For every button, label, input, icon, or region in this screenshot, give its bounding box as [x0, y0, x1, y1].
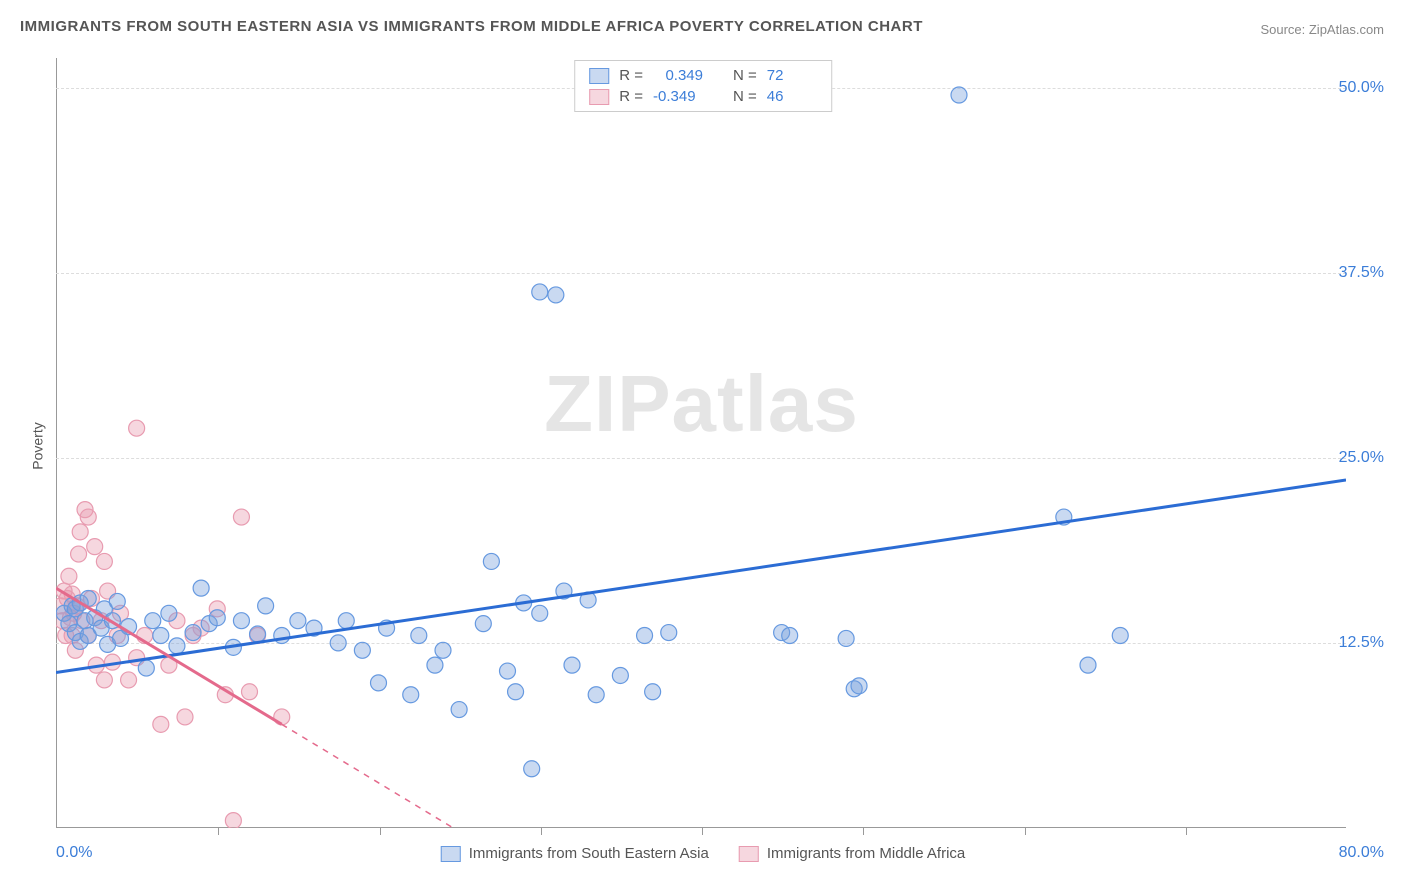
- y-axis-label: Poverty: [30, 422, 46, 469]
- data-point: [185, 625, 201, 641]
- swatch-series2-icon: [739, 846, 759, 862]
- x-axis-min-label: 0.0%: [56, 844, 92, 862]
- data-point: [80, 509, 96, 525]
- data-point: [508, 684, 524, 700]
- data-point: [411, 628, 427, 644]
- data-point: [1080, 657, 1096, 673]
- data-point: [524, 761, 540, 777]
- data-point: [225, 813, 241, 828]
- scatter-svg: [56, 58, 1346, 828]
- chart-title: IMMIGRANTS FROM SOUTH EASTERN ASIA VS IM…: [20, 18, 923, 35]
- swatch-series1: [589, 68, 609, 84]
- data-point: [153, 628, 169, 644]
- data-point: [290, 613, 306, 629]
- data-point: [96, 672, 112, 688]
- x-tick: [218, 827, 219, 835]
- data-point: [87, 539, 103, 555]
- x-axis-max-label: 80.0%: [1339, 844, 1384, 862]
- x-tick: [1025, 827, 1026, 835]
- data-point: [645, 684, 661, 700]
- data-point: [129, 420, 145, 436]
- data-point: [532, 605, 548, 621]
- data-point: [532, 284, 548, 300]
- trend-line: [282, 724, 588, 828]
- data-point: [109, 593, 125, 609]
- data-point: [637, 628, 653, 644]
- data-point: [258, 598, 274, 614]
- data-point: [564, 657, 580, 673]
- data-point: [338, 613, 354, 629]
- data-point: [169, 638, 185, 654]
- legend-series: Immigrants from South Eastern Asia Immig…: [433, 843, 974, 864]
- legend-stats: R = 0.349 N = 72 R = -0.349 N = 46: [574, 60, 832, 112]
- swatch-series2: [589, 89, 609, 105]
- legend-row-series1: R = 0.349 N = 72: [589, 65, 817, 86]
- data-point: [71, 546, 87, 562]
- data-point: [330, 635, 346, 651]
- data-point: [451, 702, 467, 718]
- data-point: [233, 509, 249, 525]
- data-point: [427, 657, 443, 673]
- data-point: [61, 568, 77, 584]
- data-point: [612, 667, 628, 683]
- data-point: [435, 642, 451, 658]
- x-tick: [1186, 827, 1187, 835]
- data-point: [851, 678, 867, 694]
- data-point: [475, 616, 491, 632]
- data-point: [1112, 628, 1128, 644]
- x-tick: [702, 827, 703, 835]
- source-attribution: Source: ZipAtlas.com: [1260, 22, 1384, 37]
- data-point: [838, 630, 854, 646]
- data-point: [354, 642, 370, 658]
- x-tick: [380, 827, 381, 835]
- data-point: [233, 613, 249, 629]
- data-point: [500, 663, 516, 679]
- data-point: [782, 628, 798, 644]
- data-point: [548, 287, 564, 303]
- data-point: [371, 675, 387, 691]
- data-point: [209, 610, 225, 626]
- data-point: [72, 524, 88, 540]
- data-point: [588, 687, 604, 703]
- data-point: [96, 553, 112, 569]
- legend-item-series1: Immigrants from South Eastern Asia: [441, 845, 709, 862]
- data-point: [138, 660, 154, 676]
- data-point: [145, 613, 161, 629]
- data-point: [483, 553, 499, 569]
- x-tick: [863, 827, 864, 835]
- data-point: [121, 672, 137, 688]
- data-point: [193, 580, 209, 596]
- data-point: [403, 687, 419, 703]
- data-point: [177, 709, 193, 725]
- swatch-series1-icon: [441, 846, 461, 862]
- data-point: [161, 605, 177, 621]
- trend-line: [56, 480, 1346, 673]
- data-point: [153, 716, 169, 732]
- data-point: [250, 626, 266, 642]
- x-tick: [541, 827, 542, 835]
- legend-row-series2: R = -0.349 N = 46: [589, 86, 817, 107]
- data-point: [951, 87, 967, 103]
- legend-item-series2: Immigrants from Middle Africa: [739, 845, 965, 862]
- data-point: [661, 625, 677, 641]
- data-point: [242, 684, 258, 700]
